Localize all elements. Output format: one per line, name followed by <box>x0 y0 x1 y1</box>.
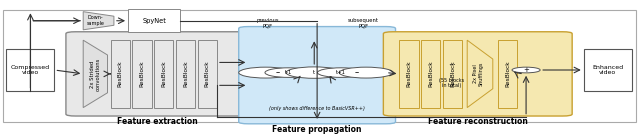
Text: ResBlock: ResBlock <box>118 61 123 87</box>
Text: –: – <box>355 68 359 77</box>
FancyBboxPatch shape <box>383 32 572 116</box>
FancyBboxPatch shape <box>128 9 180 32</box>
Text: 2x Strided
convolutions: 2x Strided convolutions <box>90 57 100 91</box>
Text: Feature reconstruction: Feature reconstruction <box>428 117 528 126</box>
Text: +: + <box>523 67 529 73</box>
Text: (55 blocks
in total): (55 blocks in total) <box>439 78 465 88</box>
Text: SpyNet: SpyNet <box>142 18 166 24</box>
Text: ResBlock: ResBlock <box>161 61 166 87</box>
FancyBboxPatch shape <box>154 40 173 108</box>
Ellipse shape <box>317 68 365 77</box>
FancyBboxPatch shape <box>443 40 462 108</box>
Ellipse shape <box>239 67 292 78</box>
Text: ResBlock: ResBlock <box>205 61 210 87</box>
Text: ResBlock: ResBlock <box>406 61 412 87</box>
FancyBboxPatch shape <box>132 40 152 108</box>
Text: Feature propagation: Feature propagation <box>273 125 362 134</box>
FancyBboxPatch shape <box>111 40 130 108</box>
Polygon shape <box>83 12 114 30</box>
Text: previous
PQF: previous PQF <box>256 18 279 29</box>
FancyBboxPatch shape <box>421 40 440 108</box>
FancyBboxPatch shape <box>498 40 517 108</box>
Text: Feature extraction: Feature extraction <box>116 117 198 126</box>
Circle shape <box>512 67 540 73</box>
Ellipse shape <box>339 67 393 78</box>
Polygon shape <box>467 40 493 108</box>
FancyBboxPatch shape <box>6 49 54 91</box>
Text: ResBlock: ResBlock <box>140 61 145 87</box>
Text: Enhanced
video: Enhanced video <box>592 65 623 75</box>
Text: ResBlock: ResBlock <box>450 61 455 87</box>
Text: t-1: t-1 <box>285 70 292 75</box>
Text: Compressed
video: Compressed video <box>11 65 50 75</box>
Text: 2x Pixel
Shufflings: 2x Pixel Shufflings <box>474 62 484 86</box>
FancyBboxPatch shape <box>176 40 195 108</box>
FancyBboxPatch shape <box>399 40 419 108</box>
FancyBboxPatch shape <box>66 32 248 116</box>
Text: ...: ... <box>449 58 456 67</box>
Polygon shape <box>83 40 108 108</box>
Text: ResBlock: ResBlock <box>183 61 188 87</box>
Text: (only shows difference to BasicVSR++): (only shows difference to BasicVSR++) <box>269 106 365 111</box>
Ellipse shape <box>286 67 342 78</box>
FancyBboxPatch shape <box>239 27 396 124</box>
Text: t: t <box>313 70 316 75</box>
Ellipse shape <box>265 68 312 77</box>
Text: –: – <box>276 68 280 77</box>
Text: ResBlock: ResBlock <box>428 61 433 87</box>
FancyBboxPatch shape <box>584 49 632 91</box>
Text: t+1: t+1 <box>336 70 346 75</box>
Text: ResBlock: ResBlock <box>505 61 510 87</box>
Text: subsequent
PQF: subsequent PQF <box>348 18 379 29</box>
Text: Down-
sample: Down- sample <box>86 15 104 26</box>
FancyBboxPatch shape <box>3 10 636 122</box>
FancyBboxPatch shape <box>198 40 217 108</box>
